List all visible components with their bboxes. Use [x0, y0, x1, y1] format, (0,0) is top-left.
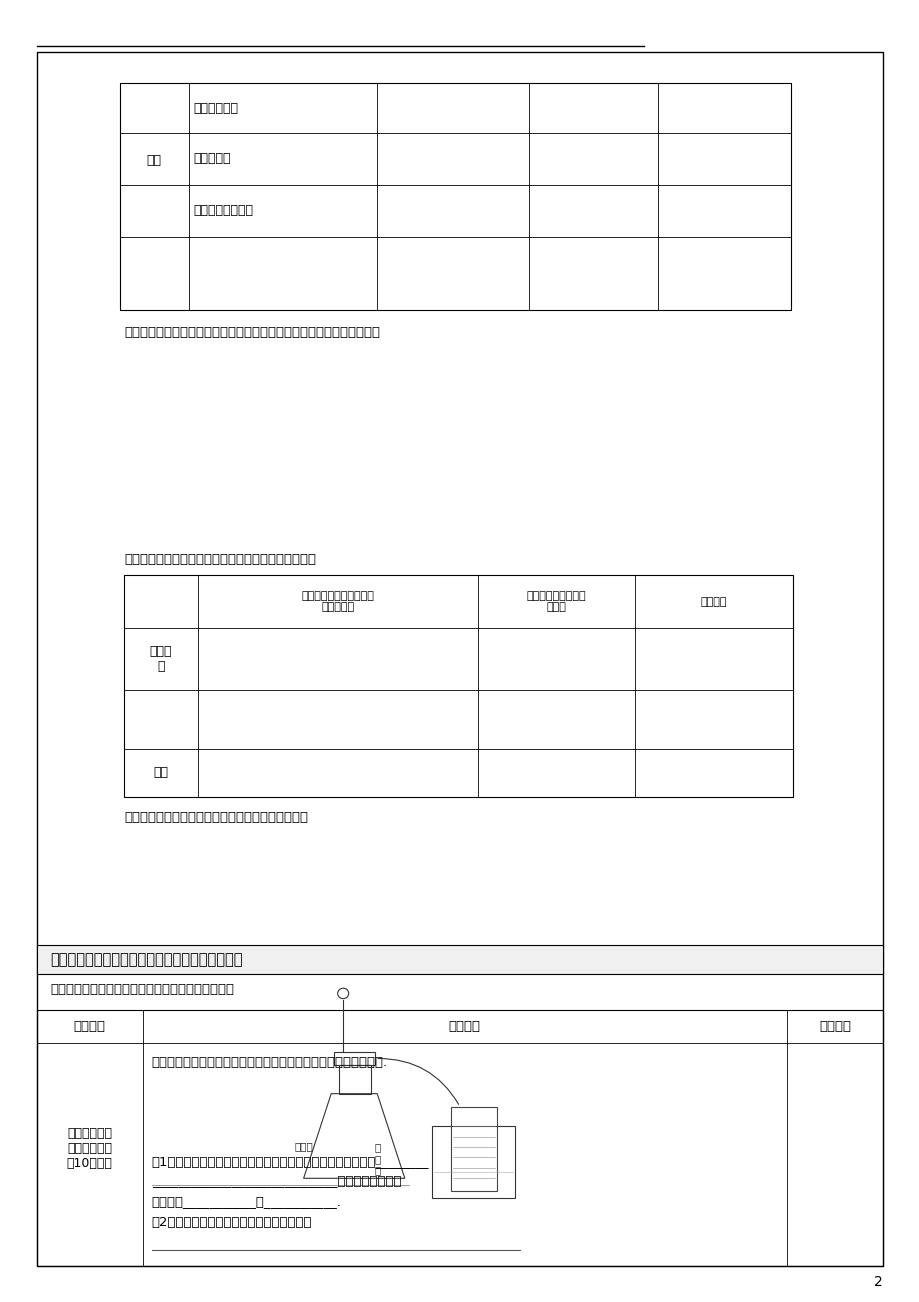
Text: 稀盐酸: 稀盐酸	[294, 1141, 312, 1151]
Bar	[432, 1126, 515, 1198]
Text: 收集装置: 收集装置	[700, 596, 726, 607]
Text: 独立完成，相
互订正答案。
（10分钟）: 独立完成，相 互订正答案。 （10分钟）	[67, 1126, 112, 1170]
Text: 氧气: 氧气	[153, 767, 168, 779]
Text: 二、回顾前面氧气及二氧化碳的收集，思考以下问题：: 二、回顾前面氧气及二氧化碳的收集，思考以下问题：	[124, 553, 316, 566]
Text: 精讲点拨: 精讲点拨	[818, 1021, 850, 1032]
Bar	[119, 83, 790, 310]
Text: （2）装置改正后，检验二氧化碳的方法是：: （2）装置改正后，检验二氧化碳的方法是：	[152, 1216, 312, 1229]
Bar	[37, 945, 882, 974]
Text: 2: 2	[873, 1276, 882, 1289]
Text: 加热氯酸钾: 加热氯酸钾	[193, 152, 231, 165]
Text: 石
灰
石: 石 灰 石	[374, 1142, 380, 1176]
Text: 学法指导: 学法指导	[74, 1021, 106, 1032]
Text: 训练内容: 训练内容	[448, 1021, 480, 1032]
Text: 气体的密度与空气的比较
（大或小）: 气体的密度与空气的比较 （大或小）	[301, 591, 374, 612]
Text: 分解过氧化氢溶液: 分解过氧化氢溶液	[193, 204, 253, 217]
Text: 探究三：如何选择气体发生装置，应考虑哪些因素？: 探究三：如何选择气体发生装置，应考虑哪些因素？	[124, 811, 308, 824]
Text: 加热高锰酸钾: 加热高锰酸钾	[193, 102, 238, 115]
Text: 学习目标与要求：运用有二氧化碳制取的有关知识。: 学习目标与要求：运用有二氧化碳制取的有关知识。	[51, 983, 234, 996]
Text: 是否溶于水，是否与
水反应: 是否溶于水，是否与 水反应	[527, 591, 585, 612]
Bar	[37, 1010, 882, 1266]
Bar	[334, 1052, 375, 1065]
Bar	[450, 1107, 496, 1191]
Text: 氧气: 氧气	[146, 154, 162, 167]
Text: 两个错误___________、___________.: 两个错误___________、___________.	[152, 1195, 341, 1208]
Bar	[124, 575, 792, 797]
Text: ____________________________；再找出图中另外: ____________________________；再找出图中另外	[152, 1174, 401, 1187]
Text: 探究一：在实验室条件下，如何选择合适的发生装置，应考虑哪些因素？: 探究一：在实验室条件下，如何选择合适的发生装置，应考虑哪些因素？	[124, 326, 380, 339]
Text: 模块三：练习训练（独立完成与合作交流相结合）: 模块三：练习训练（独立完成与合作交流相结合）	[51, 952, 243, 967]
Text: 如图是某同学设计的实验室制取二氧化碳的装置，根据此装置回答.: 如图是某同学设计的实验室制取二氧化碳的装置，根据此装置回答.	[152, 1056, 388, 1069]
Text: 二氧化
碳: 二氧化 碳	[150, 644, 172, 673]
Text: （1）长颈漏斗的下端管口没有浸没在液面下，造成的后果是：________: （1）长颈漏斗的下端管口没有浸没在液面下，造成的后果是：________	[152, 1155, 429, 1168]
Bar	[338, 1065, 370, 1094]
